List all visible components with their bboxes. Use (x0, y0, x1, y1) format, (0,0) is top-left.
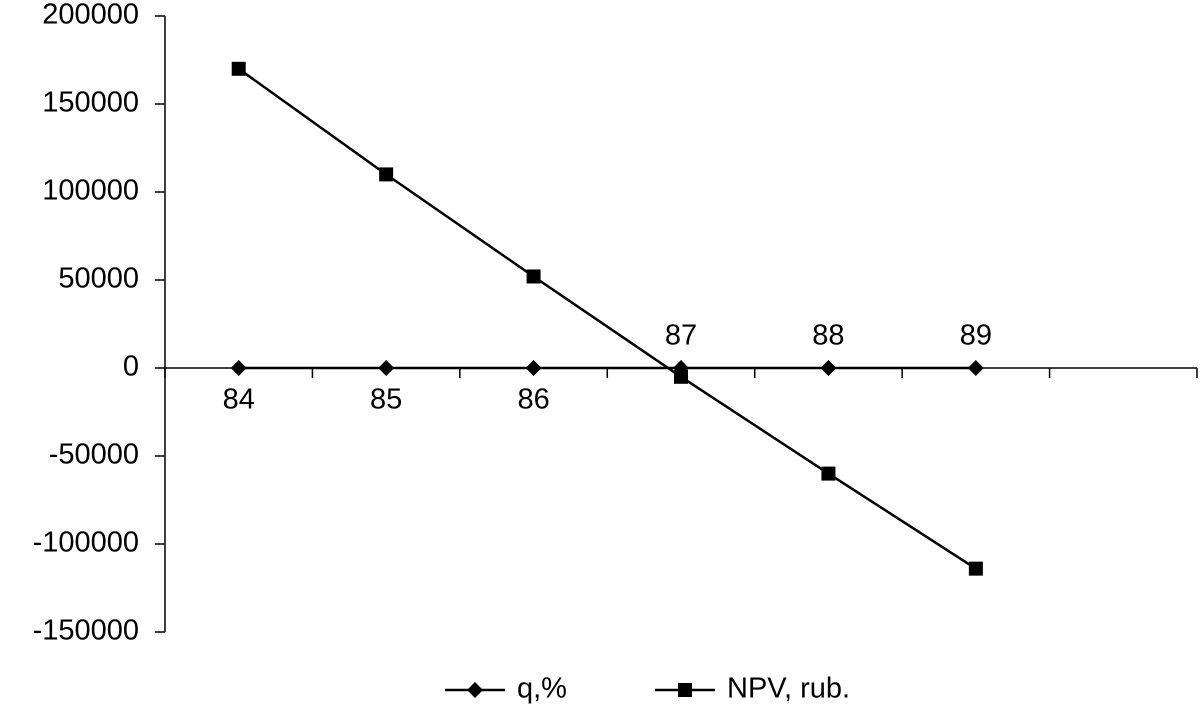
point (968, 561, 983, 576)
x-tick-label: 85 (370, 384, 402, 416)
point (378, 360, 395, 376)
x-tick-label: 87 (665, 320, 697, 352)
point (821, 466, 836, 481)
x-tick-label: 88 (812, 320, 844, 352)
y-tick-label: 200000 (42, 0, 139, 31)
x-tick-label: 86 (517, 384, 549, 416)
y-tick-label: -150000 (33, 615, 139, 647)
legend-label: NPV, rub. (727, 673, 850, 705)
point (525, 360, 542, 376)
point (526, 269, 541, 284)
y-tick-label: -100000 (33, 527, 139, 559)
series-line (237, 67, 977, 570)
point (231, 61, 246, 76)
point (230, 360, 247, 376)
point (674, 369, 688, 384)
point (967, 360, 984, 376)
y-tick-label: -50000 (49, 439, 139, 471)
legend-marker (678, 683, 692, 697)
legend-label: q,% (517, 673, 567, 705)
legend-marker (467, 682, 483, 698)
x-tick-label: 89 (960, 320, 992, 352)
x-tick-label: 84 (223, 384, 255, 416)
point (379, 167, 394, 182)
y-tick-label: 100000 (42, 175, 139, 207)
point (820, 360, 837, 376)
y-tick-label: 0 (123, 351, 139, 383)
y-tick-label: 150000 (42, 87, 139, 119)
y-tick-label: 50000 (58, 263, 139, 295)
